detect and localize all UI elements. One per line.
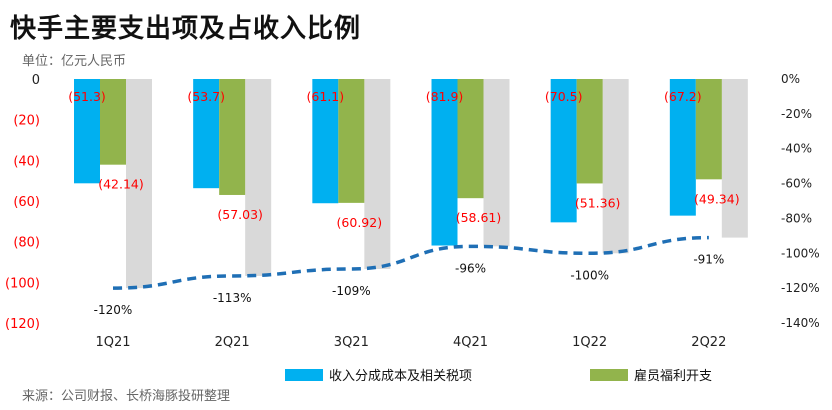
y-right-tick-label: 0%: [781, 72, 800, 86]
y-left-tick-label: (80): [13, 236, 40, 251]
revenue-cost-bar: [74, 79, 100, 184]
employee-benefit-data-label: (51.36): [575, 195, 621, 210]
x-tick-label: 2Q22: [691, 335, 726, 350]
y-right-tick-label: -120%: [781, 281, 820, 295]
revenue-cost-data-label: (61.1): [307, 89, 345, 104]
revenue-cost-data-label: (70.5): [545, 89, 583, 104]
y-right-tick-label: -140%: [781, 316, 820, 330]
y-right-tick-label: -100%: [781, 246, 820, 260]
ratio-bar: [364, 79, 391, 269]
ratio-label: -96%: [455, 261, 486, 275]
y-right-tick-label: -60%: [781, 177, 812, 191]
y-right-tick-label: -20%: [781, 107, 812, 121]
employee-benefit-bar: [457, 79, 484, 199]
ratio-label: -100%: [570, 268, 609, 282]
employee-benefit-bar: [576, 79, 603, 184]
employee-benefit-bar: [100, 79, 126, 165]
x-tick-label: 4Q21: [453, 335, 488, 350]
legend-swatch-revenue-cost: [285, 369, 323, 381]
revenue-cost-data-label: (81.9): [426, 89, 464, 104]
x-tick-label: 1Q22: [572, 335, 607, 350]
ratio-label: -120%: [94, 303, 133, 317]
y-left-tick-label: (120): [5, 317, 40, 332]
employee-benefit-data-label: (60.92): [337, 215, 383, 230]
ratio-bar: [721, 79, 748, 238]
source-note: 来源：公司财报、长桥海豚投研整理: [22, 389, 231, 404]
y-left-tick-label: 0: [32, 73, 40, 88]
revenue-cost-data-label: (67.2): [664, 89, 702, 104]
employee-benefit-data-label: (49.34): [694, 191, 740, 206]
employee-benefit-data-label: (42.14): [98, 177, 144, 192]
revenue-cost-bar: [193, 79, 220, 189]
legend-label-revenue-cost: 收入分成成本及相关税项: [329, 369, 472, 384]
unit-label: 单位：亿元人民币: [22, 54, 127, 69]
employee-benefit-data-label: (57.03): [217, 207, 263, 222]
revenue-cost-bar: [312, 79, 339, 204]
employee-benefit-bar: [695, 79, 722, 180]
ratio-bar: [602, 79, 629, 254]
ratio-label: -109%: [332, 284, 371, 298]
y-left-tick-label: (20): [13, 114, 40, 129]
y-left-tick-label: (100): [5, 276, 40, 291]
legend-swatch-employee-benefit: [590, 369, 628, 381]
y-left-tick-label: (40): [13, 154, 40, 169]
employee-benefit-bar: [338, 79, 365, 203]
ratio-trend-line: [112, 235, 709, 290]
chart-title: 快手主要支出项及占收入比例: [10, 14, 362, 44]
legend-label-employee-benefit: 雇员福利开支: [634, 368, 712, 384]
revenue-cost-bar: [669, 79, 696, 216]
y-right-tick-label: -40%: [781, 142, 812, 156]
ratio-label: -91%: [693, 253, 724, 267]
revenue-cost-data-label: (51.3): [68, 89, 106, 104]
ratio-label: -113%: [213, 291, 252, 305]
x-tick-label: 1Q21: [95, 335, 130, 350]
y-left-tick-label: (60): [13, 195, 40, 210]
revenue-cost-bar: [550, 79, 577, 223]
x-tick-label: 2Q21: [215, 335, 250, 350]
ratio-bar: [126, 79, 152, 289]
ratio-bar: [245, 79, 272, 276]
revenue-cost-data-label: (53.7): [187, 89, 225, 104]
y-right-tick-label: -80%: [781, 211, 812, 225]
employee-benefit-data-label: (58.61): [456, 210, 502, 225]
ratio-bar: [483, 79, 510, 247]
revenue-cost-bar: [431, 79, 458, 246]
x-tick-label: 3Q21: [334, 335, 369, 350]
employee-benefit-bar: [219, 79, 246, 195]
